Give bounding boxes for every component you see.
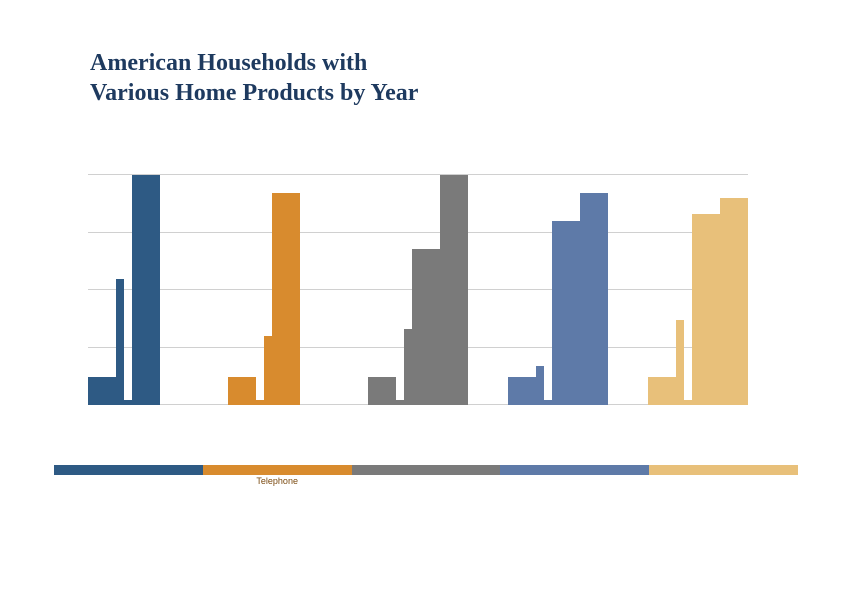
legend-segment (352, 465, 501, 475)
bar (368, 377, 396, 405)
bar (676, 320, 684, 405)
bar (440, 175, 468, 405)
bar (256, 400, 264, 405)
bar (580, 193, 608, 405)
bar (228, 377, 256, 405)
bar-group (368, 175, 468, 405)
legend-label: Telephone (256, 476, 298, 486)
bar (536, 366, 544, 405)
bar (116, 279, 124, 406)
legend-segment (54, 465, 203, 475)
bar-group (648, 198, 748, 405)
chart-plot-area (88, 175, 748, 405)
chart-title: American Households with Various Home Pr… (90, 48, 418, 108)
bar (720, 198, 748, 405)
legend: Telephone (54, 465, 798, 479)
bar (396, 400, 404, 405)
bar (124, 400, 132, 405)
bar-group (508, 193, 608, 405)
bar (88, 377, 116, 405)
bar (648, 377, 676, 405)
title-line-1: American Households with (90, 48, 418, 78)
bar (412, 249, 440, 405)
legend-segment (500, 465, 649, 475)
bar (404, 329, 412, 405)
legend-segment: Telephone (203, 465, 352, 475)
bar-groups (88, 175, 748, 405)
bar-group (88, 175, 188, 405)
bar (692, 214, 720, 405)
legend-segment (649, 465, 798, 475)
title-line-2: Various Home Products by Year (90, 78, 418, 108)
bar (544, 400, 552, 405)
bar-group (228, 193, 328, 405)
bar (552, 221, 580, 405)
bar (272, 193, 300, 405)
bar (508, 377, 536, 405)
bar (264, 336, 272, 405)
bar (132, 175, 160, 405)
bar (684, 400, 692, 405)
